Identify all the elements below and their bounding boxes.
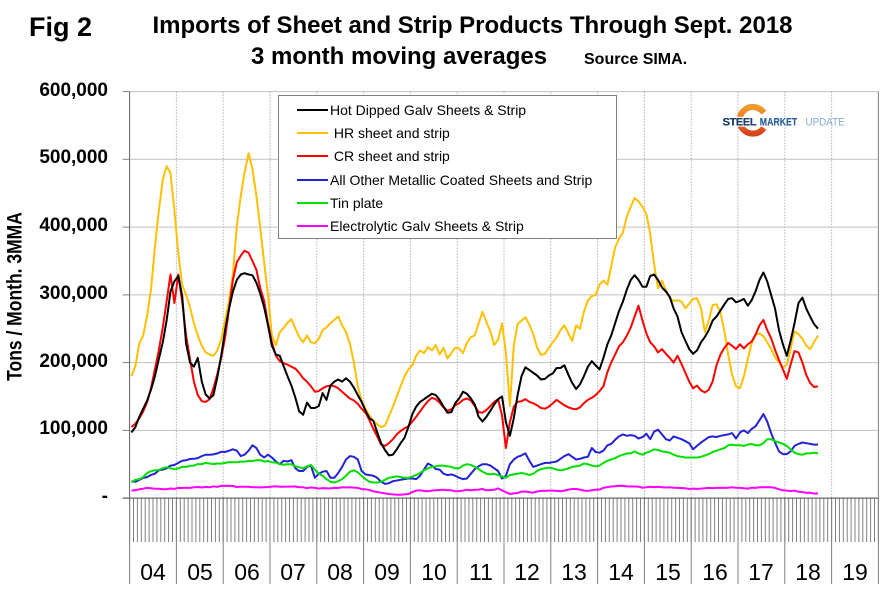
- svg-text:MARKET: MARKET: [760, 116, 797, 128]
- svg-text:STEEL: STEEL: [723, 116, 757, 128]
- svg-text:STEEL: STEEL: [723, 116, 757, 128]
- svg-text:MARKET: MARKET: [760, 116, 797, 128]
- svg-text:UPDATE: UPDATE: [806, 116, 846, 128]
